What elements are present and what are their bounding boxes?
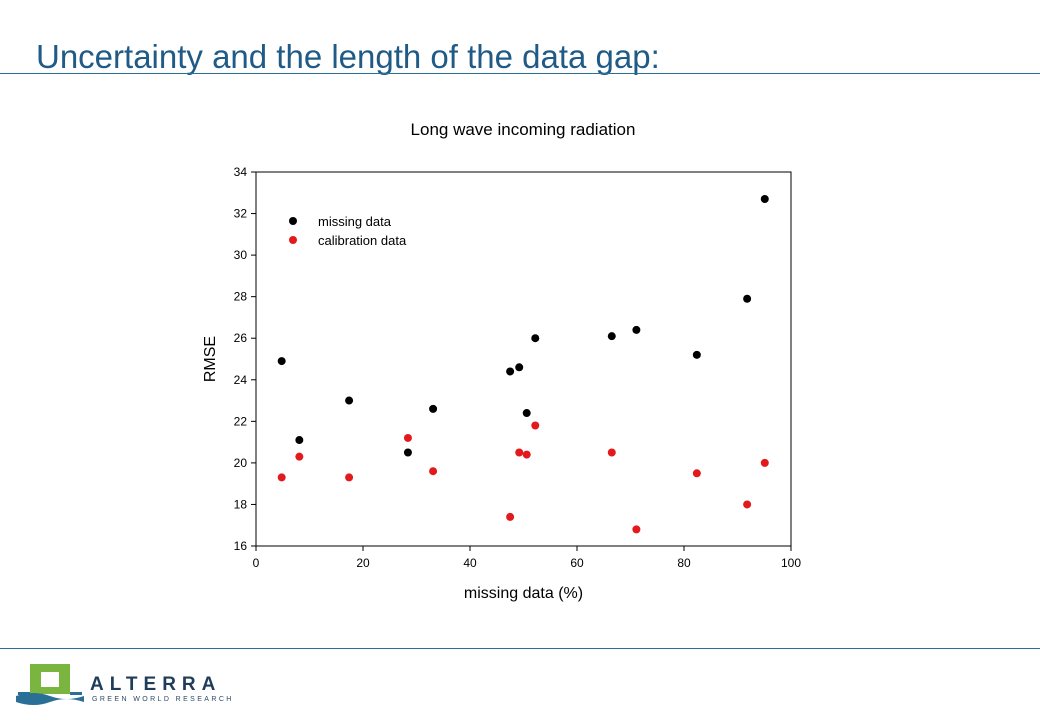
y-tick-label: 24 xyxy=(234,373,248,387)
calibration-data-point xyxy=(429,467,438,476)
missing-data-point xyxy=(531,334,540,343)
x-tick-label: 40 xyxy=(463,556,477,570)
calibration-data-point xyxy=(607,448,616,457)
logo-tagline: GREEN WORLD RESEARCH xyxy=(92,696,234,703)
data-points xyxy=(277,195,769,534)
y-tick-label: 16 xyxy=(234,539,248,553)
missing-data-point xyxy=(345,396,354,405)
y-axis-ticks: 16 18 20 22 24 26 28 30 32 34 xyxy=(234,165,256,553)
calibration-data-point xyxy=(515,448,524,457)
y-tick-label: 26 xyxy=(234,331,248,345)
missing-data-point xyxy=(522,409,531,418)
y-tick-label: 20 xyxy=(234,456,248,470)
calibration-data-point xyxy=(295,452,304,461)
legend-marker xyxy=(289,217,297,225)
calibration-data-point xyxy=(403,433,412,442)
x-tick-label: 60 xyxy=(570,556,584,570)
y-tick-label: 28 xyxy=(234,290,248,304)
missing-data-point xyxy=(403,448,412,457)
legend: missing data calibration data xyxy=(289,214,407,248)
y-tick-label: 30 xyxy=(234,248,248,262)
x-tick-label: 20 xyxy=(356,556,370,570)
y-tick-label: 22 xyxy=(234,414,248,428)
legend-marker xyxy=(289,236,297,244)
missing-data-point xyxy=(607,332,616,341)
alterra-logo: ALTERRA GREEN WORLD RESEARCH xyxy=(14,660,244,710)
calibration-data-point xyxy=(743,500,752,509)
x-tick-label: 100 xyxy=(781,556,801,570)
calibration-data-point xyxy=(277,473,286,482)
calibration-data-point xyxy=(692,469,701,478)
missing-data-point xyxy=(632,325,641,334)
y-tick-label: 18 xyxy=(234,497,248,511)
missing-data-point xyxy=(277,357,286,366)
x-axis-ticks: 0 20 40 60 80 100 xyxy=(253,546,801,570)
slide-title: Uncertainty and the length of the data g… xyxy=(36,38,660,75)
calibration-data-point xyxy=(632,525,641,534)
logo-wordmark: ALTERRA xyxy=(90,674,222,695)
alterra-logo-mark xyxy=(16,664,84,705)
missing-data-point xyxy=(295,436,304,445)
y-tick-label: 34 xyxy=(234,165,248,179)
calibration-data-point xyxy=(522,450,531,459)
missing-data-point xyxy=(743,294,752,303)
chart-svg: Long wave incoming radiation 0 20 40 60 80 10… xyxy=(202,120,801,602)
title-divider xyxy=(0,73,1040,74)
missing-data-point xyxy=(506,367,515,376)
calibration-data-point xyxy=(345,473,354,482)
missing-data-point xyxy=(429,404,438,413)
missing-data-point xyxy=(515,363,524,372)
legend-label: calibration data xyxy=(318,233,407,248)
legend-label: missing data xyxy=(318,214,392,229)
missing-data-point xyxy=(692,350,701,359)
calibration-data-point xyxy=(506,512,515,521)
x-tick-label: 0 xyxy=(253,556,260,570)
plot-frame xyxy=(255,171,792,547)
footer-divider xyxy=(0,648,1040,649)
missing-data-point xyxy=(760,195,769,204)
calibration-data-point xyxy=(760,458,769,467)
y-tick-label: 32 xyxy=(234,207,248,221)
chart-title: Long wave incoming radiation xyxy=(411,120,636,139)
x-axis-label: missing data (%) xyxy=(464,585,583,602)
calibration-data-point xyxy=(531,421,540,430)
y-axis-label: RMSE xyxy=(202,336,219,382)
x-tick-label: 80 xyxy=(677,556,691,570)
